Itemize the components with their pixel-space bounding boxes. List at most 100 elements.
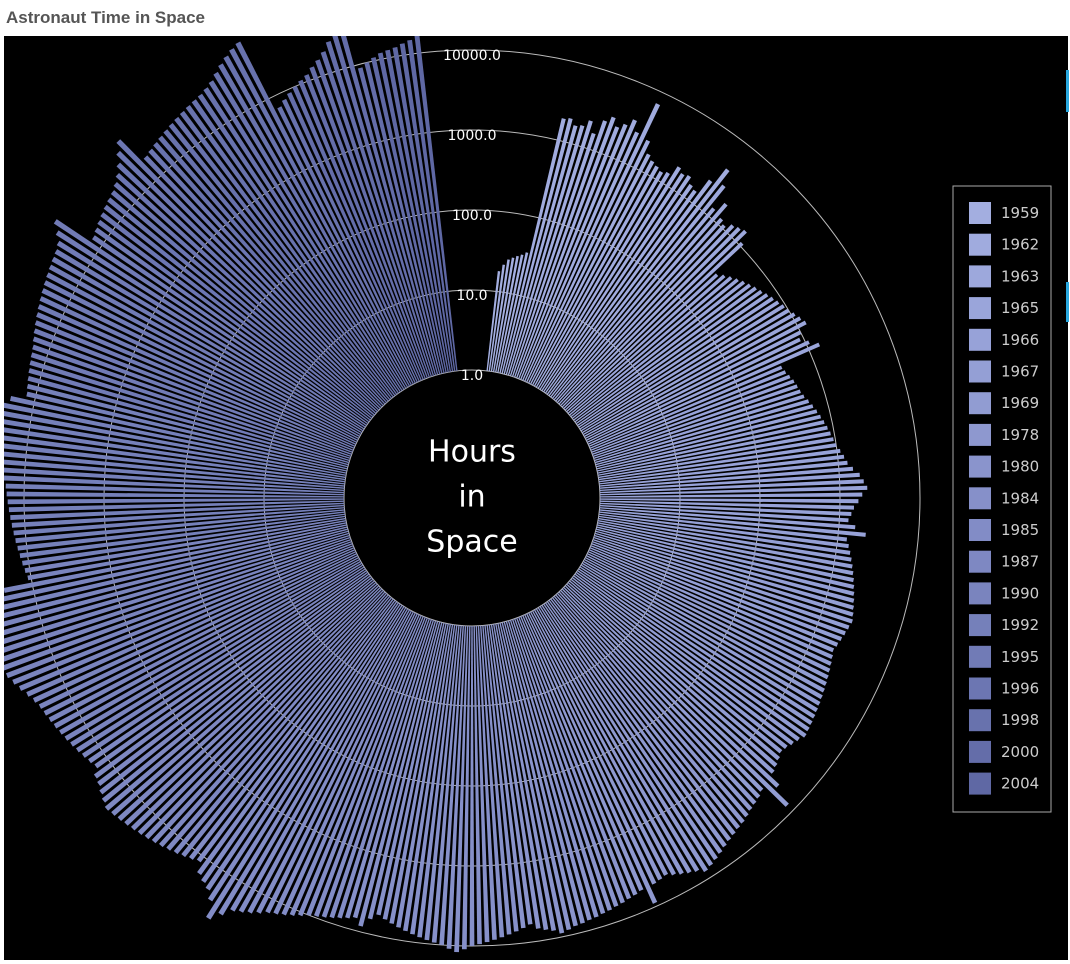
bar [482,625,512,935]
legend-swatch [969,455,991,478]
legend-label: 1969 [1001,394,1039,412]
tick-label: 1.0 [461,368,483,384]
bar [577,570,810,732]
bar [27,520,347,581]
bar [4,435,346,483]
bar [4,411,347,476]
bar [345,620,437,919]
bar [595,404,814,466]
bar [116,150,381,410]
legend-label: 1962 [1001,236,1039,254]
bar [598,443,837,481]
bar [469,625,475,946]
bar [111,582,377,816]
bar [475,625,490,943]
bar [247,610,413,914]
bar [509,120,593,377]
bar [598,517,852,562]
legend-swatch [969,772,991,795]
bar [591,543,843,642]
legend-swatch [969,677,991,700]
bar [570,578,783,754]
bar [431,625,462,943]
bar [592,541,846,636]
bar [555,202,728,402]
bar [589,365,783,449]
bar [595,528,855,596]
bar [4,402,347,474]
bar [205,603,401,891]
center-label-line: Space [426,525,517,560]
bar [30,352,351,460]
bar [32,551,357,703]
bar [97,219,370,423]
bar [585,330,802,441]
legend-box [952,185,1052,813]
bar [238,609,411,913]
bar [593,389,801,460]
bar [563,586,789,807]
bar [191,99,400,394]
bar [530,611,669,876]
bar [484,625,519,932]
bar [15,509,345,544]
bar [598,437,834,479]
bar [599,507,856,530]
bar [218,63,409,388]
bar [556,217,724,404]
bar [314,617,428,917]
legend-label: 2000 [1001,743,1039,761]
bar [553,207,716,401]
bar [235,41,415,385]
bar [188,598,394,860]
bar [516,116,616,379]
bar [115,172,378,413]
legend-swatch [969,423,991,446]
legend-label: 1984 [1001,489,1039,507]
bar [599,500,855,510]
bar [454,625,469,953]
bar [581,562,821,706]
legend-label: 1996 [1001,680,1039,698]
bar [535,170,664,388]
bar [505,125,578,375]
bar [550,598,736,836]
bar [575,571,807,738]
bar [586,337,801,443]
scroll-indicator [1066,70,1069,112]
bar [583,558,825,693]
bar [599,485,868,496]
bar [587,340,810,445]
bar [43,555,359,716]
bar [181,597,393,858]
bar [566,583,775,774]
bar [399,43,454,372]
bar [28,368,350,464]
bar [94,571,369,769]
bar [4,541,352,671]
bar [179,110,396,397]
bar [54,249,363,434]
bar [286,92,420,382]
bar [206,606,405,920]
bar [26,383,349,468]
legend-label: 1998 [1001,711,1039,729]
bar [396,624,452,928]
bar [10,502,345,520]
bar [185,105,398,395]
legend-swatch [969,645,991,668]
bar [99,577,373,795]
bar [550,168,730,398]
bar [377,52,447,373]
bar [92,235,367,426]
bar [93,573,370,779]
bar [599,498,859,504]
bar [590,545,839,647]
bar [503,621,585,924]
bar [526,103,661,383]
bar [7,498,345,505]
bar [488,264,506,372]
bar [203,87,403,392]
bar [4,526,348,610]
bar [4,427,346,481]
